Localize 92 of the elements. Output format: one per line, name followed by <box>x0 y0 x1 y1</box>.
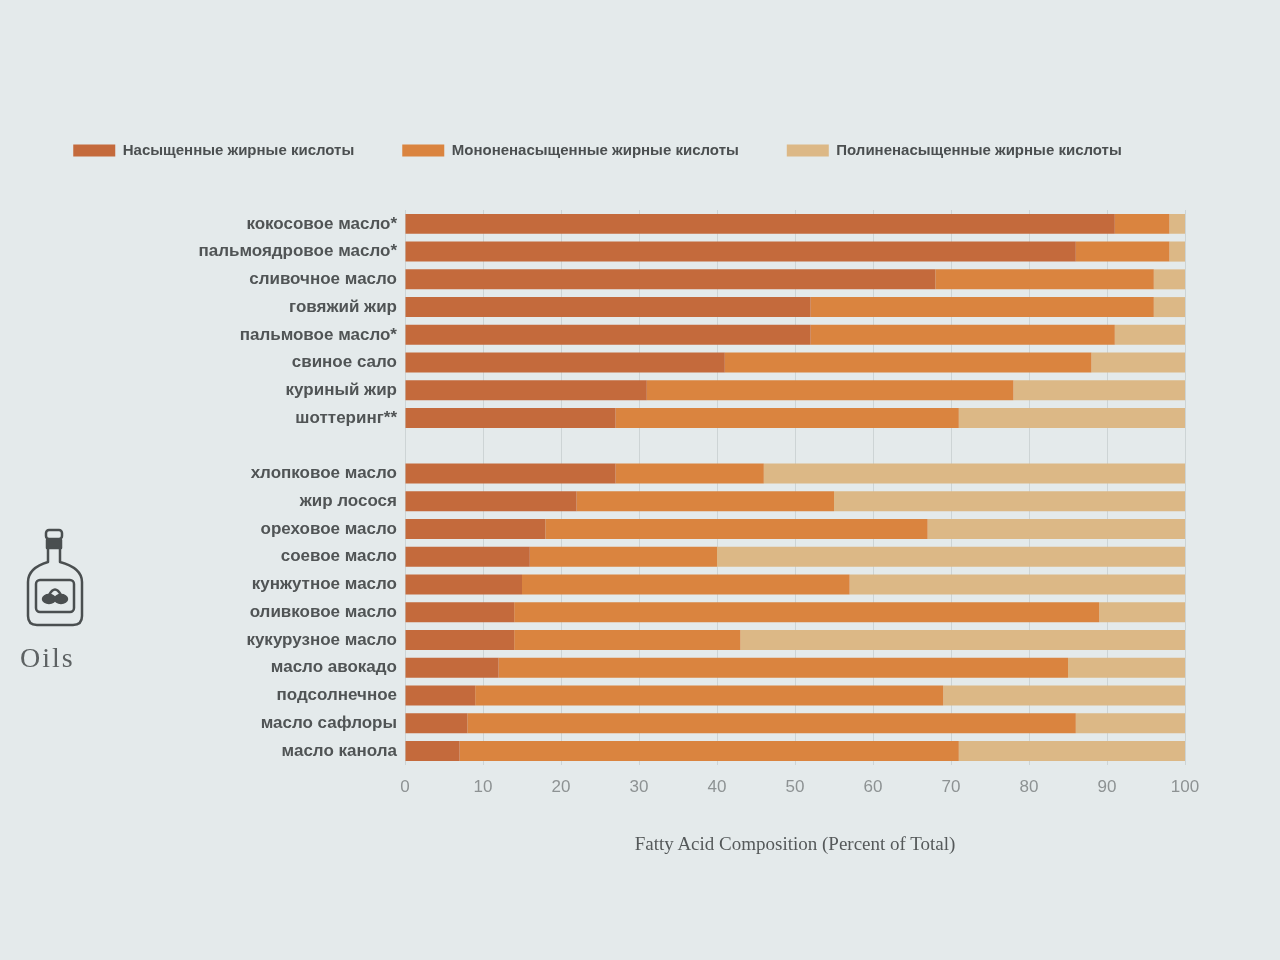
bar <box>1091 352 1185 373</box>
bar <box>943 685 1185 706</box>
bar <box>1075 241 1170 262</box>
bar <box>1153 269 1185 290</box>
y-tick-label: кунжутное масло <box>251 574 397 594</box>
bar <box>405 657 499 678</box>
bar <box>810 297 1154 318</box>
y-tick-label: кукурузное масло <box>246 629 397 649</box>
y-tick-label: масло сафлоры <box>260 712 397 732</box>
y-tick-label: ореховое масло <box>260 518 397 538</box>
bar <box>1068 657 1185 678</box>
y-tick-label: хлопковое масло <box>250 463 397 483</box>
bar <box>405 713 468 734</box>
bar <box>405 213 1115 234</box>
bar <box>475 685 944 706</box>
bar <box>1169 213 1185 234</box>
x-tick-label: 50 <box>785 776 805 796</box>
bar <box>740 629 1185 650</box>
bar <box>405 324 811 345</box>
bar <box>763 463 1185 484</box>
bar <box>405 269 936 290</box>
y-tick-label: жир лосося <box>298 490 397 510</box>
bar <box>1114 324 1185 345</box>
bar <box>514 629 741 650</box>
bar <box>724 352 1092 373</box>
legend-label: Насыщенные жирные кислоты <box>122 140 355 158</box>
bar <box>522 574 850 595</box>
bar <box>1099 602 1185 623</box>
text: Oils <box>20 642 75 674</box>
y-tick-label: масло канола <box>281 740 398 760</box>
bar <box>615 463 764 484</box>
bar <box>405 408 616 429</box>
bar <box>958 740 1185 761</box>
x-tick-label: 100 <box>1170 776 1200 796</box>
bar <box>1153 297 1185 318</box>
bar <box>1075 713 1185 734</box>
bar <box>545 519 928 539</box>
x-axis-title: Fatty Acid Composition (Percent of Total) <box>634 832 956 855</box>
x-tick-label: 40 <box>707 776 727 796</box>
x-tick-label: 10 <box>473 776 493 796</box>
y-tick-label: пальмоядровое масло* <box>198 241 398 261</box>
bar <box>498 657 1068 678</box>
bar <box>405 297 811 318</box>
x-tick-label: 30 <box>629 776 649 796</box>
bar <box>405 380 647 401</box>
bar <box>405 740 460 761</box>
bar <box>810 324 1115 345</box>
x-tick-label: 90 <box>1097 776 1117 796</box>
y-tick-label: оливковое масло <box>249 601 397 621</box>
y-tick-label: куриный жир <box>285 380 397 399</box>
bar <box>405 352 725 373</box>
bar <box>958 408 1185 429</box>
x-tick-label: 60 <box>863 776 883 796</box>
bar <box>1114 213 1170 234</box>
y-tick-label: говяжий жир <box>289 296 397 316</box>
bar <box>405 491 577 512</box>
bar <box>514 602 1100 623</box>
y-tick-label: пальмовое масло* <box>239 324 398 344</box>
bar <box>405 685 476 706</box>
bar <box>467 713 1076 734</box>
bar <box>646 380 1014 401</box>
x-tick-label: 70 <box>941 776 961 796</box>
bar <box>405 574 522 595</box>
y-tick-label: шоттеринг** <box>295 407 398 427</box>
x-tick-label: 80 <box>1019 776 1039 796</box>
x-tick-label: 20 <box>551 776 571 796</box>
y-tick-label: масло авокадо <box>270 657 397 677</box>
bar <box>405 241 1076 262</box>
bar <box>717 546 1185 567</box>
bar <box>1013 380 1185 401</box>
legend-label: Полиненасыщенные жирные кислоты <box>836 140 1122 158</box>
bar <box>834 491 1185 512</box>
bar <box>935 269 1154 290</box>
y-tick-label: подсолнечное <box>276 685 397 705</box>
y-tick-label: сливочное масло <box>249 269 397 289</box>
y-tick-label: кокосовое масло* <box>246 213 398 233</box>
bar <box>405 519 546 539</box>
y-tick-label: соевое масло <box>280 546 397 566</box>
bar <box>615 408 959 429</box>
bar <box>405 463 616 484</box>
legend-label: Мононенасыщенные жирные кислоты <box>451 140 739 158</box>
y-tick-label: свиное сало <box>291 352 397 372</box>
bar <box>405 546 530 567</box>
x-tick-label: 0 <box>400 776 410 796</box>
bar <box>529 546 717 567</box>
bar <box>927 519 1185 539</box>
bar <box>1169 241 1185 262</box>
bar <box>849 574 1185 595</box>
bar <box>405 602 515 623</box>
bar <box>576 491 834 512</box>
bar <box>459 740 959 761</box>
bar <box>405 629 515 650</box>
